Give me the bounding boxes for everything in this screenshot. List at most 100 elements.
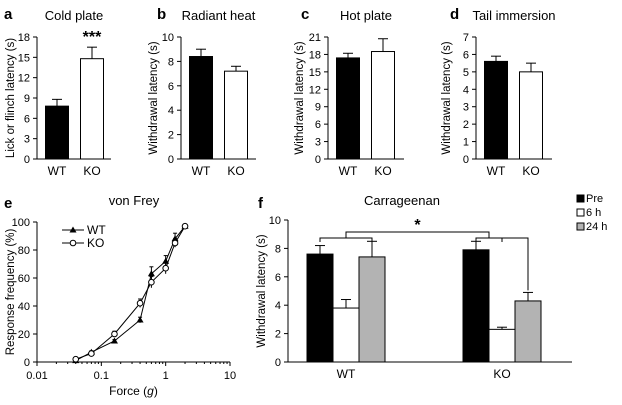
bar-wt-2: [358, 256, 386, 363]
y-tick-label: 6: [275, 272, 281, 284]
y-axis: 0 3 6 9 12 15 18 21: [309, 32, 329, 166]
legend-swatch: [576, 208, 585, 217]
panel-c: c Hot plate Withdrawal latency (s) 0 3 6 9 12 15…: [294, 6, 404, 178]
y-axis: 0 2 4 6 8 10: [162, 32, 182, 166]
y-tick-label: 15: [309, 67, 321, 79]
significance-label: ***: [83, 29, 102, 46]
y-tick-label: 12: [18, 73, 30, 85]
y-tick-label: 10: [162, 32, 174, 44]
x-tick-label: WT: [339, 164, 358, 178]
y-tick-label: 0: [275, 357, 281, 369]
y-tick-label: 0: [168, 154, 174, 166]
y-axis-label: Response frequency (%): [5, 229, 17, 356]
panel-title: Carrageenan: [364, 193, 440, 208]
significance-bracket: *: [319, 217, 529, 291]
x-axis-label-part: ): [154, 384, 158, 398]
panel-d: d Tail immersion Withdrawal latency (s) 0 1 2…: [441, 6, 556, 178]
panel-letter: f: [258, 195, 264, 212]
legend-label: 6 h: [586, 207, 601, 219]
panel-title: von Frey: [109, 193, 160, 208]
y-tick-label: 0: [24, 357, 30, 369]
y-tick-label: 7: [463, 32, 469, 44]
panel-e: e von Frey Response frequency (%) 0.01 0.1 1 1…: [4, 193, 236, 398]
series-line: [75, 225, 186, 360]
panel-f: f Carrageenan Withdrawal latency (s) 0 2 4 6 8 1…: [256, 193, 607, 381]
bar-wt: [189, 56, 213, 160]
panel-title: Hot plate: [340, 8, 392, 23]
y-tick-label: 0: [315, 154, 321, 166]
panel-title: Radiant heat: [182, 8, 256, 23]
panel-letter: e: [4, 195, 12, 212]
series-ko: [72, 222, 189, 363]
panel-title: Tail immersion: [472, 8, 555, 23]
y-axis-label: Withdrawal latency (s): [148, 41, 160, 154]
data-point: [111, 330, 118, 338]
y-tick-label: 20: [18, 329, 30, 341]
data-point: [136, 316, 144, 323]
x-tick-label: KO: [227, 164, 244, 178]
y-tick-label: 4: [168, 105, 174, 117]
y-axis: 0 2 4 6 8 10: [269, 215, 289, 369]
y-tick-label: 1: [463, 137, 469, 149]
x-tick-label: 1: [163, 370, 169, 382]
y-tick-label: 5: [463, 67, 469, 79]
x-tick-label: KO: [83, 164, 100, 178]
bar-ko-0: [462, 249, 490, 363]
bar-ko-1: [488, 328, 516, 363]
y-axis: 0 1 2 3 4 5 6 7: [463, 32, 477, 166]
panel-title: Cold plate: [45, 8, 104, 23]
bar-ko: [519, 71, 543, 160]
data-point: [148, 278, 155, 286]
y-axis: 0 20 40 60 80 100: [12, 217, 38, 369]
y-tick-label: 10: [269, 215, 281, 227]
x-tick-label: WT: [487, 164, 506, 178]
y-tick-label: 0: [24, 154, 30, 166]
y-tick-label: 18: [18, 32, 30, 44]
y-axis-label: Withdrawal latency (s): [256, 234, 268, 347]
data-point: [181, 222, 189, 230]
y-tick-label: 15: [18, 52, 30, 64]
y-tick-label: 0: [463, 154, 469, 166]
legend: Pre 6 h 24 h: [576, 193, 607, 233]
x-axis-label: Force (g): [109, 384, 158, 398]
y-tick-label: 9: [24, 93, 30, 105]
panel-letter: b: [157, 6, 166, 23]
y-tick-label: 9: [315, 102, 321, 114]
data-point: [147, 270, 155, 277]
x-tick-label: 10: [224, 370, 236, 382]
y-tick-label: 100: [12, 217, 30, 229]
x-axis: 0.01 0.1 1 10: [26, 361, 236, 382]
bar-wt: [45, 105, 69, 160]
data-point: [136, 299, 144, 307]
panel-letter: d: [450, 6, 459, 23]
significance-label: *: [414, 217, 421, 234]
x-axis-label-unit: g: [147, 384, 154, 398]
panel-a: a Cold plate Lick or flinch latency (s) 0 3 6…: [4, 6, 111, 178]
y-axis-label: Lick or flinch latency (s): [5, 38, 17, 158]
panel-b: b Radiant heat Withdrawal latency (s) 0 2 4 6 8…: [148, 6, 256, 178]
y-tick-label: 2: [275, 329, 281, 341]
y-tick-label: 6: [463, 49, 469, 61]
y-tick-label: 3: [24, 134, 30, 146]
legend-label: 24 h: [586, 221, 607, 233]
y-tick-label: 8: [168, 56, 174, 68]
y-tick-label: 6: [315, 119, 321, 131]
bar-wt: [484, 60, 508, 160]
bar-ko: [80, 58, 104, 160]
y-tick-label: 6: [24, 113, 30, 125]
bracket-link: [345, 231, 490, 238]
legend-marker: [69, 239, 77, 247]
y-tick-label: 4: [275, 300, 281, 312]
x-tick-label: KO: [374, 164, 391, 178]
x-tick-label: WT: [192, 164, 211, 178]
x-tick-label: KO: [493, 367, 510, 381]
legend-swatch: [576, 222, 585, 231]
bar-ko-2: [514, 300, 542, 363]
x-tick-label: 0.01: [26, 370, 47, 382]
legend-label: Pre: [586, 193, 603, 205]
data-point: [72, 355, 80, 363]
y-tick-label: 4: [463, 84, 469, 96]
y-axis-label: Withdrawal latency (s): [441, 41, 453, 154]
